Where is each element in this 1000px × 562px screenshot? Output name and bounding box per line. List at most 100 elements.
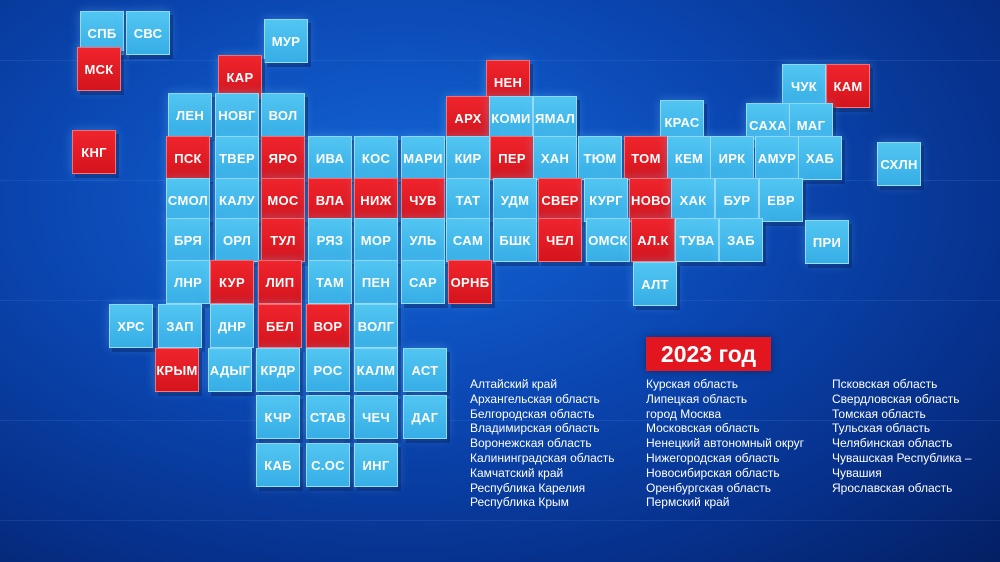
region-tile: ИНГ	[354, 443, 398, 487]
region-list-item: Новосибирская область	[646, 465, 780, 480]
region-tile: КЧР	[256, 395, 300, 439]
region-tile: ПРИ	[805, 220, 849, 264]
region-tile: НИЖ	[354, 178, 398, 222]
region-tile: АДЫГ	[208, 348, 252, 392]
region-list-item: Свердловская область	[832, 391, 960, 406]
region-tile: ТОМ	[624, 136, 668, 180]
region-tile: С.ОС	[306, 443, 350, 487]
region-tile: БРЯ	[166, 218, 210, 262]
region-list-item: Псковская область	[832, 377, 938, 391]
region-list-item: Калининградская область	[470, 450, 615, 465]
region-list-item: Тульская область	[832, 421, 931, 436]
region-list-item: Оренбургская область	[646, 480, 772, 495]
region-tile: КОС	[354, 136, 398, 180]
region-tile: ХРС	[109, 304, 153, 348]
region-tile: ХАН	[533, 136, 577, 180]
region-list-item: Воронежская область	[470, 436, 592, 451]
region-tile: КУР	[210, 260, 254, 304]
region-tile: ПЕН	[354, 260, 398, 304]
region-tile: ЧЕЛ	[538, 218, 582, 262]
regions-list-column-3: Псковская область Свердловская область Т…	[832, 377, 972, 495]
region-tile: МОС	[261, 178, 305, 222]
region-tile: СМОЛ	[166, 178, 210, 222]
region-tile: УЛЬ	[401, 218, 445, 262]
region-tile: АЛ.К	[631, 218, 675, 262]
region-tile: САМ	[446, 218, 490, 262]
region-tile: ЗАБ	[719, 218, 763, 262]
region-list-item: Чувашская Республика –	[832, 450, 972, 465]
grid-line	[0, 420, 1000, 421]
region-tile: ЯМАЛ	[533, 96, 577, 140]
region-tile: КАБ	[256, 443, 300, 487]
region-tile: ИВА	[308, 136, 352, 180]
grid-line	[0, 520, 1000, 521]
region-tile: КРДР	[256, 348, 300, 392]
region-tile: ОРНБ	[448, 260, 492, 304]
region-list-item: город Москва	[646, 406, 722, 421]
region-tile: БШК	[493, 218, 537, 262]
region-tile: ДАГ	[403, 395, 447, 439]
region-list-item: Пермский край	[646, 495, 730, 510]
region-tile: ТУВА	[675, 218, 719, 262]
region-list-item: Ненецкий автономный округ	[646, 436, 805, 451]
region-tile: ВЛА	[308, 178, 352, 222]
region-tile: АРХ	[446, 96, 490, 140]
region-list-item: Курская область	[646, 377, 738, 391]
region-tile: ЛНР	[166, 260, 210, 304]
region-tile: ХАБ	[798, 136, 842, 180]
region-tile: РЯЗ	[308, 218, 352, 262]
region-tile: ЧЕЧ	[354, 395, 398, 439]
region-tile: НОВО	[629, 178, 673, 222]
region-tile: ПЕР	[490, 136, 534, 180]
region-tile: КАМ	[826, 64, 870, 108]
region-list-item: Томская область	[832, 406, 926, 421]
region-tile: СТАВ	[306, 395, 350, 439]
region-tile: ПСК	[166, 136, 210, 180]
region-tile: ОРЛ	[215, 218, 259, 262]
region-tile: ОМСК	[586, 218, 630, 262]
region-tile: РОС	[306, 348, 350, 392]
region-tile: АЛТ	[633, 262, 677, 306]
region-tile: КАЛМ	[354, 348, 398, 392]
region-tile: КУРГ	[584, 178, 628, 222]
region-tile: МАРИ	[401, 136, 445, 180]
region-tile: ЗАП	[158, 304, 202, 348]
region-list-item: Челябинская область	[832, 436, 953, 451]
region-tile: КАЛУ	[215, 178, 259, 222]
region-tile: МУР	[264, 19, 308, 63]
region-tile: ТУЛ	[261, 218, 305, 262]
region-tile: ЧУК	[782, 64, 826, 108]
region-tile: БУР	[715, 178, 759, 222]
region-tile: ВОЛГ	[354, 304, 398, 348]
region-tile: ЧУВ	[401, 178, 445, 222]
region-tile: ИРК	[710, 136, 754, 180]
region-tile: ЛЕН	[168, 93, 212, 137]
region-tile: КОМИ	[489, 96, 533, 140]
region-tile: НОВГ	[215, 93, 259, 137]
region-list-item: Нижегородская область	[646, 450, 780, 465]
region-list-item: Архангельская область	[470, 391, 600, 406]
grid-line	[0, 300, 1000, 301]
region-list-item: Владимирская область	[470, 421, 600, 436]
regions-list-column-1: Алтайский край Архангельская область Бел…	[470, 377, 615, 510]
region-tile: МОР	[354, 218, 398, 262]
region-tile: ТАМ	[308, 260, 352, 304]
region-tile: СВС	[126, 11, 170, 55]
region-list-item: Ярославская область	[832, 480, 953, 495]
region-tile: УДМ	[493, 178, 537, 222]
region-list-item: Белгородская область	[470, 406, 595, 421]
region-tile: ЕВР	[759, 178, 803, 222]
regions-list-column-2: Курская область Липецкая область город М…	[646, 377, 804, 510]
year-badge: 2023 год	[646, 337, 771, 371]
region-list-item: Республика Крым	[470, 495, 569, 510]
region-list-item: Республика Карелия	[470, 480, 586, 495]
region-tile: АСТ	[403, 348, 447, 392]
region-list-item: Алтайский край	[470, 377, 558, 391]
region-list-item: Московская область	[646, 421, 760, 436]
region-tile: ЛИП	[258, 260, 302, 304]
region-tile: КЕМ	[667, 136, 711, 180]
region-tile: САР	[401, 260, 445, 304]
region-tile: КРЫМ	[155, 348, 199, 392]
region-tile: КНГ	[72, 130, 116, 174]
region-tile: ДНР	[210, 304, 254, 348]
